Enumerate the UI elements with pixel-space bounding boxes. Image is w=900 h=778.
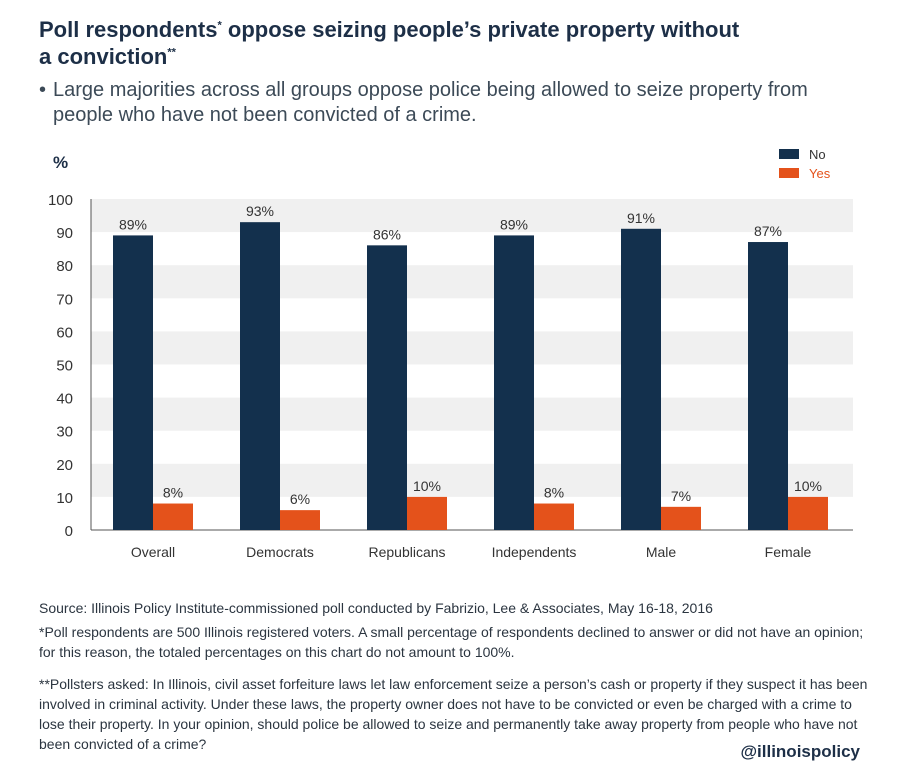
footnote-respondents: *Poll respondents are 500 Illinois regis… xyxy=(39,624,864,660)
data-label-yes: 8% xyxy=(163,485,183,501)
footnote-question: **Pollsters asked: In Illinois, civil as… xyxy=(39,676,868,752)
grid-band xyxy=(91,265,853,299)
chart-title: Poll respondents* oppose seizing people’… xyxy=(39,16,839,70)
bar-no xyxy=(621,228,661,530)
data-label-no: 93% xyxy=(246,203,274,219)
title-asterisk: * xyxy=(217,19,222,32)
y-tick-label: 90 xyxy=(56,225,73,242)
legend-swatch-no xyxy=(779,149,799,159)
x-tick-label: Overall xyxy=(131,544,175,560)
data-label-yes: 7% xyxy=(671,488,691,504)
data-label-no: 91% xyxy=(627,210,655,226)
bar-yes xyxy=(407,496,447,530)
grid-band xyxy=(91,331,853,365)
grid-band xyxy=(91,397,853,431)
twitter-handle: @illinoispolicy xyxy=(740,742,860,761)
bar-no xyxy=(494,235,534,530)
y-tick-label: 20 xyxy=(56,457,73,474)
data-label-yes: 10% xyxy=(794,478,822,494)
x-tick-label: Male xyxy=(646,544,677,560)
y-tick-label: 70 xyxy=(56,291,73,308)
title-line2-main: a conviction xyxy=(39,44,168,69)
y-tick-label: 100 xyxy=(48,192,73,209)
source-note: Source: Illinois Policy Institute-commis… xyxy=(39,600,713,616)
y-tick-label: 80 xyxy=(56,258,73,275)
y-tick-label: 10 xyxy=(56,490,73,507)
bar-yes xyxy=(534,503,574,530)
x-tick-label: Female xyxy=(765,544,812,560)
title-line1-main: Poll respondents xyxy=(39,17,218,42)
data-label-yes: 8% xyxy=(544,485,564,501)
data-label-no: 89% xyxy=(119,216,147,232)
legend-label-yes: Yes xyxy=(809,166,831,181)
data-label-yes: 10% xyxy=(413,478,441,494)
chart-subtitle: • Large majorities across all groups opp… xyxy=(39,78,859,128)
legend-label-no: No xyxy=(809,147,826,162)
y-tick-label: 60 xyxy=(56,324,73,341)
title-double-asterisk: ** xyxy=(167,46,176,59)
y-axis-label: % xyxy=(53,153,68,172)
data-label-no: 89% xyxy=(500,216,528,232)
bar-no xyxy=(367,245,407,530)
x-tick-label: Republicans xyxy=(368,544,445,560)
bar-chart: 0 10 20 30 40 50 60 70 80 90 100% 89% 8% Overall 93% 6%… xyxy=(48,147,853,560)
bar-no xyxy=(240,222,280,531)
subtitle-text: Large majorities across all groups oppos… xyxy=(53,79,808,126)
data-label-no: 87% xyxy=(754,223,782,239)
grid-band xyxy=(91,463,853,497)
y-tick-label: 0 xyxy=(65,523,73,540)
bar-yes xyxy=(280,510,320,530)
y-tick-label: 30 xyxy=(56,424,73,441)
bullet-dot: • xyxy=(39,79,47,101)
data-label-no: 86% xyxy=(373,226,401,242)
y-tick-label: 50 xyxy=(56,358,73,375)
bar-yes xyxy=(661,506,701,530)
bar-yes xyxy=(153,503,193,530)
bar-yes xyxy=(788,496,828,530)
bar-no xyxy=(113,235,153,530)
x-tick-label: Independents xyxy=(492,544,577,560)
x-tick-label: Democrats xyxy=(246,544,314,560)
y-tick-label: 40 xyxy=(56,391,73,408)
bar-no xyxy=(748,242,788,530)
legend-swatch-yes xyxy=(779,168,799,178)
grid-band xyxy=(91,199,853,233)
data-label-yes: 6% xyxy=(290,491,310,507)
title-line1-rest: oppose seizing people’s private property… xyxy=(221,17,740,42)
